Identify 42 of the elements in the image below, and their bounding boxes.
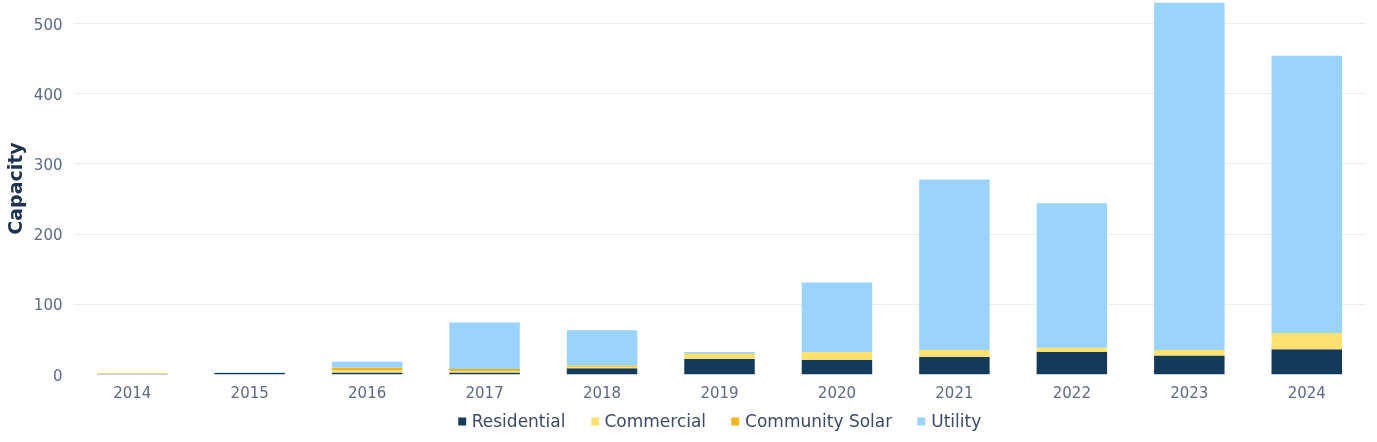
y-tick-label: 400 [33,85,63,104]
bar [1036,203,1108,348]
x-tick-label: 2021 [935,383,974,402]
bar [449,322,520,369]
bar [919,349,990,357]
bar [566,368,638,375]
bar [1154,355,1225,375]
bar [801,352,873,360]
y-tick-label: 0 [52,366,63,385]
legend-label: Community Solar [745,411,893,431]
bar [919,356,990,375]
bar [684,354,755,360]
y-tick-label: 500 [33,15,63,34]
bar [1154,349,1225,356]
x-tick-label: 2020 [817,383,857,402]
x-tick-label: 2018 [582,383,622,402]
legend-label: Residential [471,411,566,431]
bar [1036,347,1108,353]
bar [566,330,638,366]
bar [1271,333,1343,350]
bar [684,359,755,375]
x-tick-label: 2017 [465,383,504,402]
bar [801,282,873,353]
y-tick-label: 100 [33,296,63,315]
legend-label: Utility [931,411,982,431]
x-tick-label: 2019 [700,383,739,402]
y-tick-label: 300 [33,155,63,174]
bar [801,359,873,375]
bar [1154,2,1225,350]
legend-label: Commercial [604,411,707,431]
y-tick-label: 200 [33,226,63,245]
x-tick-label: 2015 [230,383,269,402]
x-tick-label: 2023 [1170,383,1209,402]
x-tick-label: 2016 [348,383,387,402]
bar [1036,352,1108,375]
y-axis-title: Capacity [3,141,26,235]
bar [1271,349,1343,375]
x-tick-label: 2024 [1287,383,1326,402]
x-tick-label: 2022 [1052,383,1091,402]
bar [919,179,990,350]
x-tick-label: 2014 [113,383,152,402]
bar [1271,55,1343,334]
